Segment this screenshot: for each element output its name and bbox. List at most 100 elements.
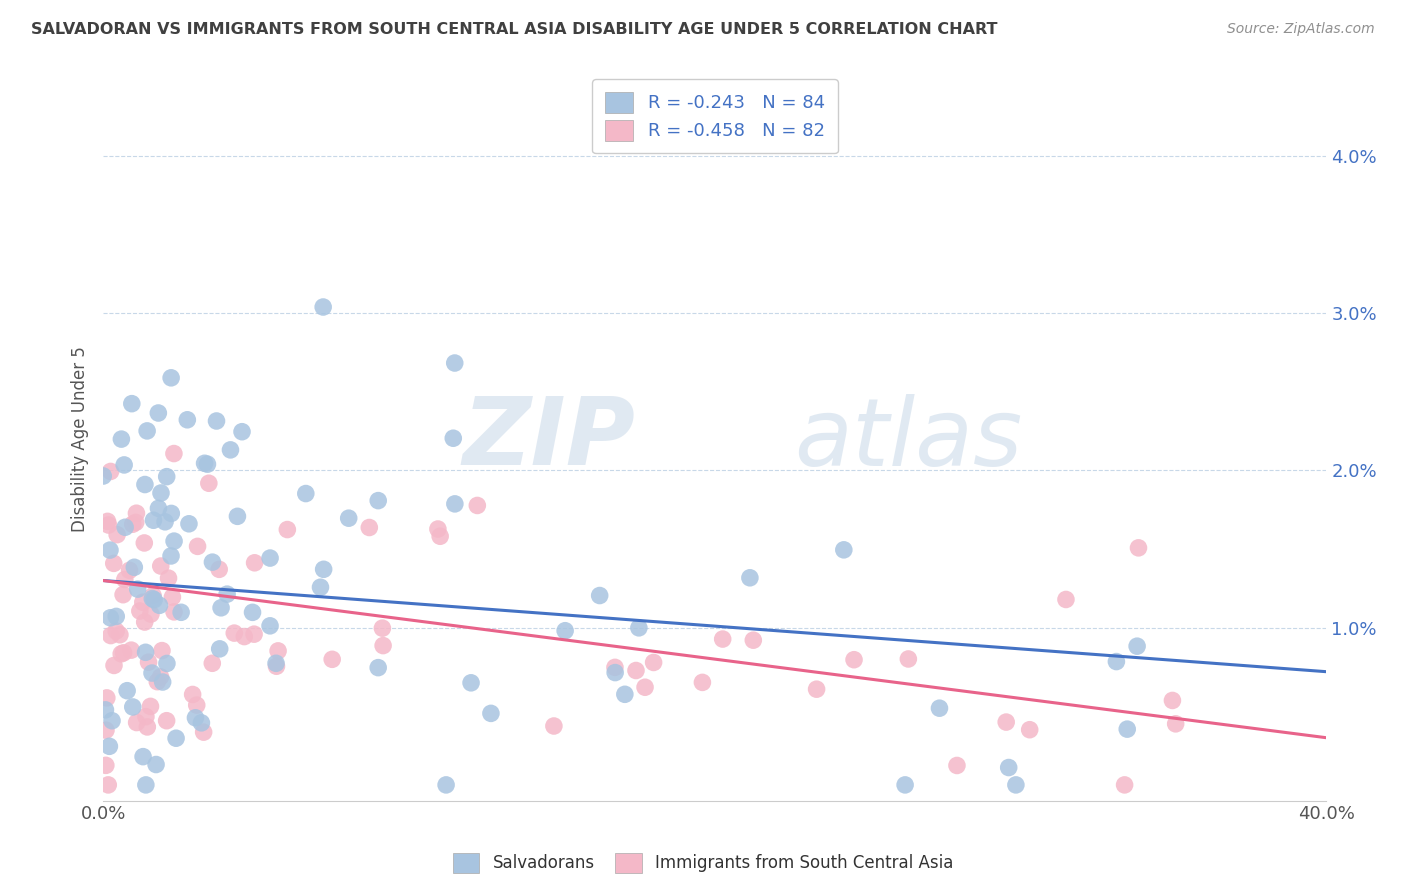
Point xyxy=(152,675,174,690)
Point xyxy=(337,511,360,525)
Point xyxy=(842,653,865,667)
Point xyxy=(224,626,246,640)
Point xyxy=(692,675,714,690)
Point xyxy=(118,563,141,577)
Text: atlas: atlas xyxy=(794,393,1022,484)
Point xyxy=(613,687,636,701)
Point xyxy=(1114,778,1136,792)
Point xyxy=(194,456,217,470)
Point xyxy=(208,641,231,656)
Point xyxy=(997,760,1019,774)
Point xyxy=(465,499,488,513)
Point xyxy=(897,652,920,666)
Point xyxy=(143,592,166,607)
Point xyxy=(91,469,114,483)
Point xyxy=(624,664,647,678)
Point xyxy=(321,652,343,666)
Point xyxy=(105,609,128,624)
Point xyxy=(359,520,381,534)
Point xyxy=(294,486,316,500)
Point xyxy=(97,778,120,792)
Point xyxy=(1164,716,1187,731)
Point xyxy=(711,632,734,646)
Point xyxy=(832,542,855,557)
Point xyxy=(125,715,148,730)
Point xyxy=(312,562,335,576)
Point xyxy=(142,513,165,527)
Point xyxy=(112,588,135,602)
Point xyxy=(209,600,232,615)
Point xyxy=(806,682,828,697)
Point xyxy=(150,643,173,657)
Point xyxy=(150,486,173,500)
Point xyxy=(233,630,256,644)
Point xyxy=(170,605,193,619)
Point xyxy=(157,571,180,585)
Point xyxy=(543,719,565,733)
Point xyxy=(128,604,150,618)
Point xyxy=(121,517,143,532)
Point xyxy=(264,657,287,671)
Point xyxy=(132,595,155,609)
Point xyxy=(267,644,290,658)
Point xyxy=(193,725,215,739)
Point xyxy=(94,758,117,772)
Point xyxy=(259,551,281,566)
Point xyxy=(114,520,136,534)
Point xyxy=(100,611,122,625)
Point xyxy=(112,458,135,472)
Text: Source: ZipAtlas.com: Source: ZipAtlas.com xyxy=(1227,22,1375,37)
Point xyxy=(176,413,198,427)
Point xyxy=(115,683,138,698)
Point xyxy=(139,699,162,714)
Point xyxy=(201,657,224,671)
Point xyxy=(444,497,467,511)
Point xyxy=(1054,592,1077,607)
Point xyxy=(100,465,122,479)
Point xyxy=(181,688,204,702)
Point xyxy=(141,666,163,681)
Point xyxy=(367,493,389,508)
Point xyxy=(426,522,449,536)
Point xyxy=(243,556,266,570)
Point xyxy=(634,680,657,694)
Point xyxy=(101,714,124,728)
Point xyxy=(94,723,117,738)
Point xyxy=(103,658,125,673)
Point xyxy=(367,660,389,674)
Point xyxy=(165,731,187,746)
Point xyxy=(738,571,761,585)
Point xyxy=(145,757,167,772)
Point xyxy=(149,559,172,574)
Point xyxy=(148,501,170,516)
Point xyxy=(153,515,176,529)
Point xyxy=(105,527,128,541)
Point xyxy=(429,529,451,543)
Point xyxy=(121,397,143,411)
Point xyxy=(160,371,183,385)
Point xyxy=(231,425,253,439)
Point xyxy=(98,739,121,754)
Point xyxy=(136,720,159,734)
Point xyxy=(135,645,157,659)
Point xyxy=(110,432,132,446)
Point xyxy=(217,587,239,601)
Point xyxy=(219,442,242,457)
Point xyxy=(1018,723,1040,737)
Point xyxy=(186,698,208,712)
Point xyxy=(1105,655,1128,669)
Point xyxy=(149,670,172,684)
Point xyxy=(243,627,266,641)
Point xyxy=(226,509,249,524)
Point xyxy=(120,643,142,657)
Text: SALVADORAN VS IMMIGRANTS FROM SOUTH CENTRAL ASIA DISABILITY AGE UNDER 5 CORRELAT: SALVADORAN VS IMMIGRANTS FROM SOUTH CENT… xyxy=(31,22,997,37)
Point xyxy=(125,506,148,520)
Point xyxy=(156,657,179,671)
Point xyxy=(1116,722,1139,736)
Point xyxy=(96,690,118,705)
Point xyxy=(198,476,221,491)
Point xyxy=(441,431,464,445)
Point xyxy=(156,714,179,728)
Point xyxy=(124,560,146,574)
Point xyxy=(460,675,482,690)
